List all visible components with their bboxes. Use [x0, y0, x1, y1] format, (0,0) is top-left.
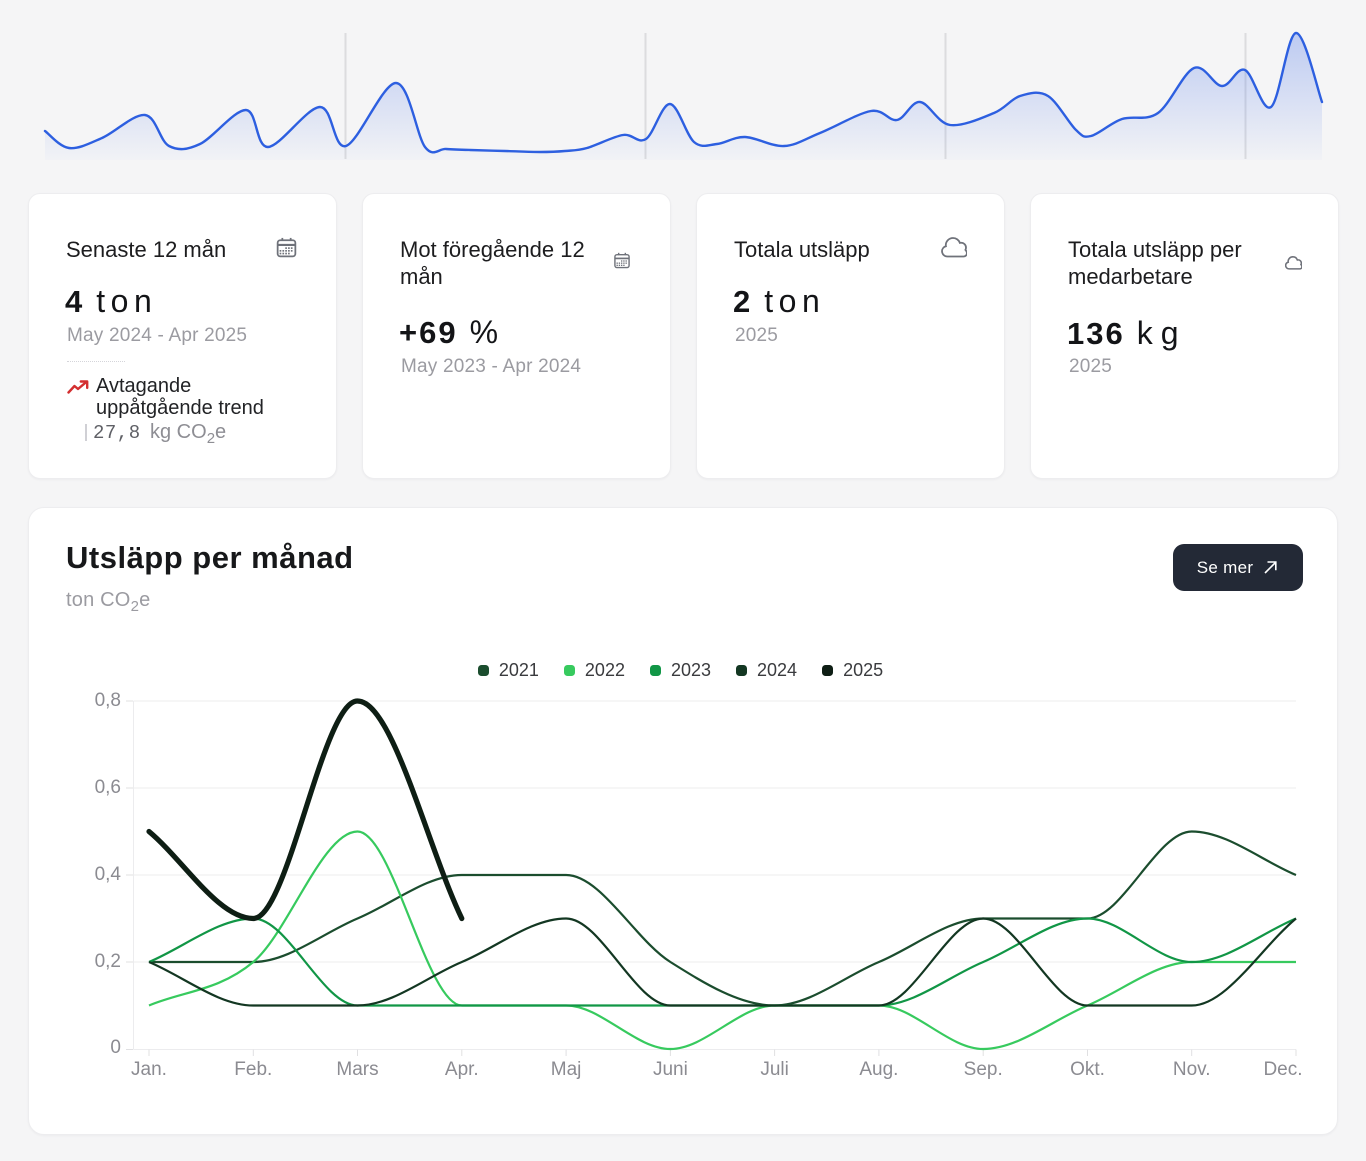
svg-text:Dec.: Dec.	[1263, 1059, 1302, 1080]
svg-text:Apr.: Apr.	[445, 1059, 479, 1080]
svg-text:Mars: Mars	[336, 1059, 378, 1080]
svg-text:Juni: Juni	[653, 1059, 688, 1080]
svg-text:Okt.: Okt.	[1070, 1059, 1105, 1080]
svg-text:0: 0	[110, 1037, 121, 1058]
svg-text:Maj: Maj	[551, 1059, 582, 1080]
svg-text:0,4: 0,4	[95, 864, 122, 885]
svg-text:0,2: 0,2	[95, 951, 121, 972]
svg-text:Nov.: Nov.	[1173, 1059, 1211, 1080]
svg-text:Jan.: Jan.	[131, 1059, 167, 1080]
svg-text:0,6: 0,6	[95, 777, 121, 798]
svg-text:Feb.: Feb.	[234, 1059, 272, 1080]
svg-text:Juli: Juli	[760, 1059, 789, 1080]
svg-text:Sep.: Sep.	[964, 1059, 1003, 1080]
svg-text:0,8: 0,8	[95, 690, 121, 711]
svg-text:Aug.: Aug.	[859, 1059, 898, 1080]
